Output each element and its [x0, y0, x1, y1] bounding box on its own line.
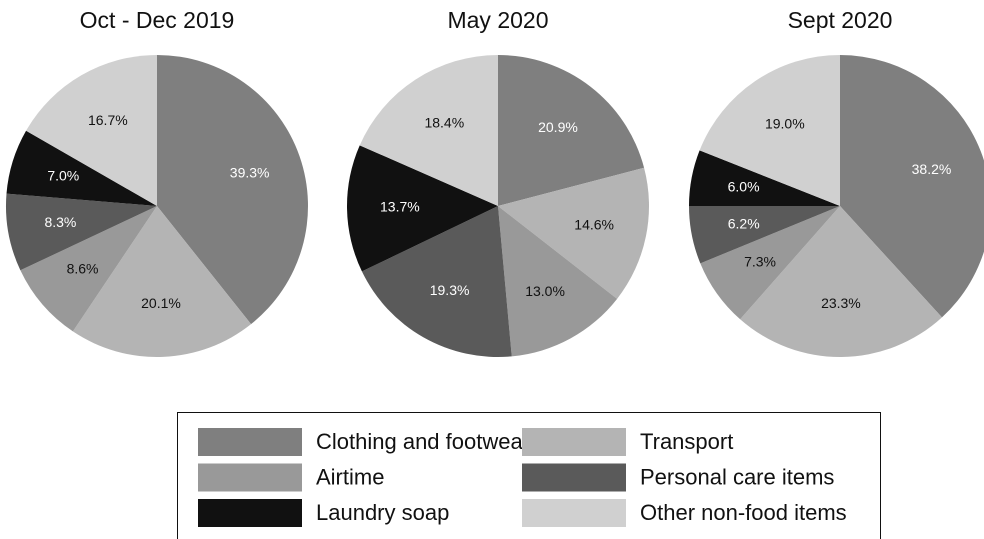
chart-title: Oct - Dec 2019	[80, 7, 235, 33]
slice-label: 7.3%	[744, 254, 776, 270]
legend-label: Personal care items	[640, 464, 834, 489]
slice-label: 18.4%	[424, 115, 464, 131]
pie-slice	[20, 206, 158, 332]
legend-swatch	[198, 463, 302, 492]
slice-label: 13.7%	[380, 198, 420, 214]
pie-slice	[6, 130, 157, 206]
slice-label: 39.3%	[230, 164, 270, 180]
pie-slice	[361, 206, 512, 357]
pie-slice	[700, 206, 840, 320]
pie-slice	[699, 55, 840, 206]
legend-label: Laundry soap	[316, 500, 449, 525]
legend-swatch	[522, 499, 626, 527]
pie-slice	[498, 206, 618, 357]
pie-slice	[498, 167, 649, 299]
pie-slice	[346, 145, 498, 272]
slice-label: 7.0%	[47, 168, 79, 184]
slice-label: 20.9%	[538, 119, 578, 135]
legend-swatch	[522, 463, 626, 492]
pie-slice	[26, 55, 157, 206]
legend-box	[177, 412, 881, 539]
pie-slice	[689, 150, 840, 206]
pie-slice	[6, 193, 158, 271]
legend-label: Transport	[640, 429, 733, 454]
pie-slice	[740, 206, 942, 357]
pie-slice	[359, 55, 498, 206]
slice-label: 38.2%	[912, 161, 952, 177]
slice-label: 14.6%	[574, 216, 614, 232]
slice-label: 8.6%	[67, 261, 99, 277]
pie-slice	[498, 55, 645, 206]
legend-swatch	[198, 499, 302, 527]
pie-slice	[72, 206, 252, 358]
slice-label: 6.2%	[728, 216, 760, 232]
chart-title: May 2020	[447, 7, 548, 33]
slice-label: 19.3%	[430, 282, 470, 298]
slice-label: 19.0%	[765, 116, 805, 132]
pie-slice	[840, 55, 984, 318]
pie-slice	[157, 55, 309, 325]
slice-label: 13.0%	[525, 283, 565, 299]
slice-label: 16.7%	[88, 112, 128, 128]
slice-label: 6.0%	[728, 178, 760, 194]
legend-label: Other non-food items	[640, 500, 847, 525]
legend-swatch	[522, 428, 626, 456]
slice-label: 23.3%	[821, 295, 861, 311]
legend-swatch	[198, 428, 302, 456]
legend-label: Airtime	[316, 464, 384, 489]
slice-label: 8.3%	[44, 214, 76, 230]
legend-label: Clothing and footwear	[316, 429, 530, 454]
pie-slice	[689, 206, 840, 264]
slice-label: 20.1%	[141, 295, 181, 311]
chart-title: Sept 2020	[788, 7, 893, 33]
